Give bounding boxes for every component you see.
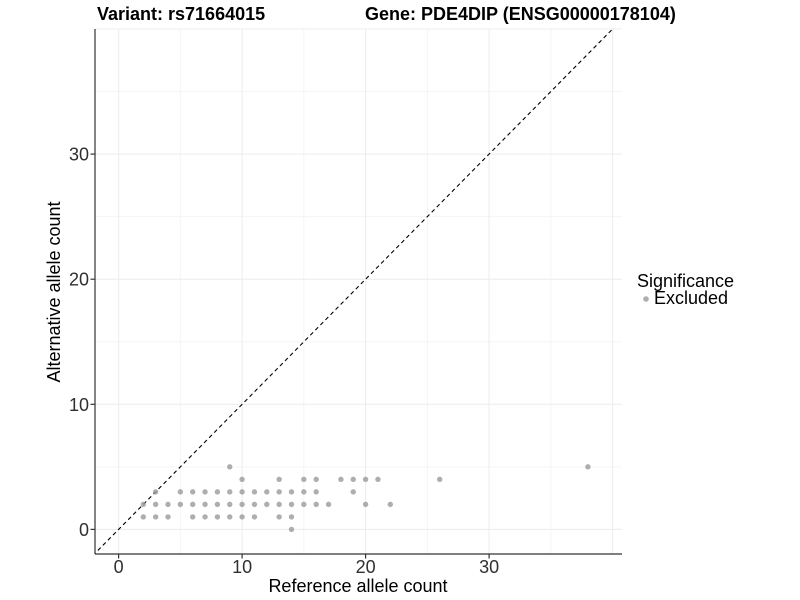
data-point bbox=[313, 489, 319, 495]
data-point bbox=[239, 476, 245, 483]
data-point bbox=[387, 501, 393, 508]
plot-title-gene: Gene: PDE4DIP (ENSG00000178104) bbox=[365, 4, 676, 24]
data-point bbox=[202, 501, 208, 508]
data-point bbox=[288, 514, 295, 520]
data-point bbox=[362, 476, 369, 483]
data-point bbox=[190, 489, 196, 495]
data-point bbox=[301, 476, 307, 483]
data-point bbox=[190, 514, 196, 520]
data-point bbox=[214, 501, 221, 508]
data-point bbox=[140, 501, 146, 508]
gridlines bbox=[95, 28, 622, 554]
data-point bbox=[350, 489, 356, 495]
y-tick-label: 0 bbox=[79, 520, 89, 540]
data-point bbox=[251, 514, 258, 520]
data-point bbox=[152, 514, 159, 520]
data-point bbox=[288, 501, 295, 508]
data-point bbox=[165, 501, 171, 508]
data-point bbox=[301, 501, 307, 508]
data-point bbox=[152, 489, 159, 495]
data-point bbox=[325, 501, 332, 508]
data-point bbox=[585, 464, 591, 470]
data-point bbox=[288, 526, 295, 533]
data-point bbox=[177, 501, 184, 508]
x-tick-label: 10 bbox=[232, 557, 252, 577]
y-tick-label: 20 bbox=[69, 270, 89, 290]
legend-item-label: Excluded bbox=[654, 288, 728, 308]
data-point bbox=[338, 476, 344, 483]
data-point bbox=[251, 501, 258, 508]
data-point bbox=[227, 489, 233, 495]
data-point bbox=[152, 501, 159, 508]
data-point bbox=[264, 489, 270, 495]
x-axis-title: Reference allele count bbox=[268, 576, 447, 596]
data-point bbox=[177, 489, 184, 495]
data-point bbox=[276, 501, 282, 508]
data-point bbox=[301, 489, 307, 495]
data-point bbox=[227, 501, 233, 508]
legend-title: Significance bbox=[637, 271, 734, 291]
data-point bbox=[214, 514, 221, 520]
data-point bbox=[227, 464, 233, 470]
x-tick-label: 20 bbox=[356, 557, 376, 577]
data-point bbox=[375, 476, 381, 483]
data-point bbox=[251, 489, 258, 495]
plot-title-variant: Variant: rs71664015 bbox=[97, 4, 265, 24]
legend: Significance Excluded bbox=[637, 271, 734, 308]
data-point bbox=[276, 489, 282, 495]
identity-line-layer bbox=[95, 29, 614, 554]
data-point bbox=[288, 489, 295, 495]
data-point bbox=[437, 476, 443, 483]
data-point bbox=[190, 501, 196, 508]
data-point bbox=[165, 514, 171, 520]
data-point bbox=[239, 489, 245, 495]
data-point bbox=[362, 501, 369, 508]
data-point bbox=[140, 514, 146, 520]
data-point bbox=[239, 501, 245, 508]
data-points-layer bbox=[140, 464, 591, 533]
data-point bbox=[276, 476, 282, 483]
data-point bbox=[313, 476, 319, 483]
y-tick-label: 10 bbox=[69, 395, 89, 415]
y-axis-title: Alternative allele count bbox=[44, 201, 64, 382]
axes: 0 10 20 30 0 10 20 30 bbox=[69, 29, 622, 577]
x-tick-label: 30 bbox=[479, 557, 499, 577]
identity-dashed-line bbox=[95, 29, 614, 554]
data-point bbox=[202, 514, 208, 520]
y-tick-label: 30 bbox=[69, 145, 89, 165]
data-point bbox=[313, 501, 319, 508]
data-point bbox=[227, 514, 233, 520]
data-point bbox=[264, 501, 270, 508]
data-point bbox=[202, 489, 208, 495]
x-tick-label: 0 bbox=[114, 557, 124, 577]
data-point bbox=[276, 514, 282, 520]
legend-point-icon bbox=[643, 296, 649, 302]
data-point bbox=[239, 514, 245, 520]
data-point bbox=[214, 489, 221, 495]
data-point bbox=[350, 476, 356, 483]
